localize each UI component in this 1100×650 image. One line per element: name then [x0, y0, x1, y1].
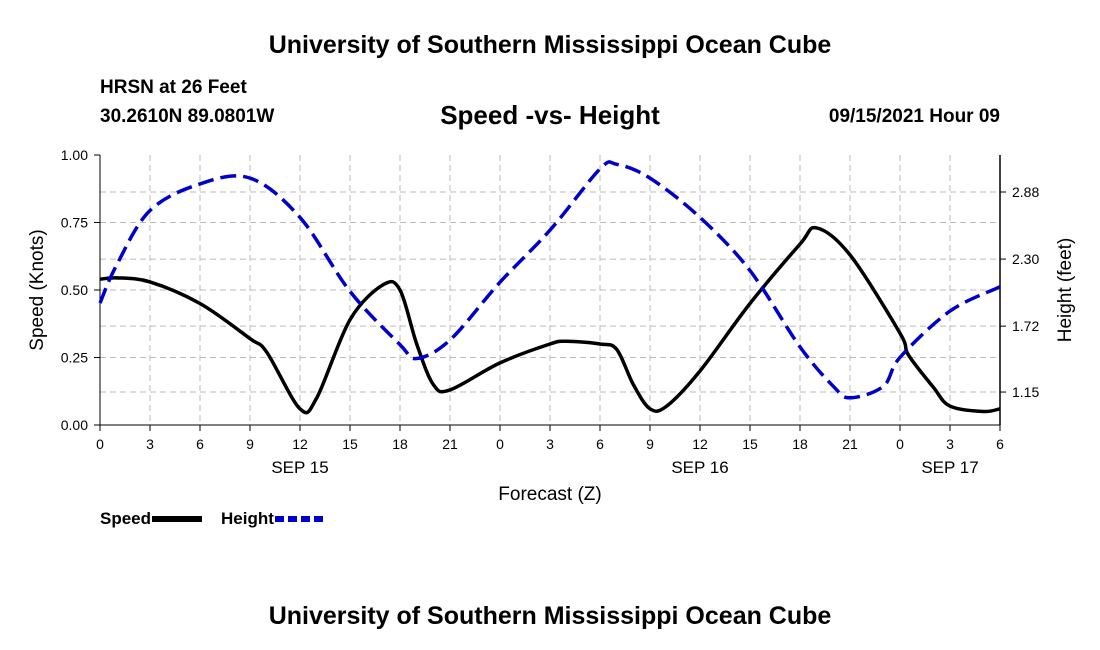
y-tick-label: 0.75 — [61, 215, 88, 231]
x-tick-label: 3 — [546, 436, 554, 452]
x-tick-label: 0 — [96, 436, 104, 452]
legend-height-swatch — [274, 516, 325, 522]
day-label: SEP 15 — [271, 458, 328, 477]
x-tick-label: 12 — [292, 436, 308, 452]
x-tick-label: 12 — [692, 436, 708, 452]
x-tick-label: 0 — [896, 436, 904, 452]
x-tick-label: 18 — [792, 436, 808, 452]
y2-tick-label: 1.15 — [1012, 384, 1039, 400]
x-tick-label: 9 — [646, 436, 654, 452]
y-axis-title: Speed (Knots) — [27, 229, 48, 350]
y2-axis-title: Height (feet) — [1055, 238, 1076, 343]
y-tick-label: 0.25 — [61, 350, 88, 366]
legend-speed-swatch — [152, 516, 203, 522]
day-label: SEP 17 — [921, 458, 978, 477]
x-tick-label: 6 — [596, 436, 604, 452]
x-axis-title: Forecast (Z) — [498, 484, 601, 505]
legend-height-label: Height — [221, 509, 274, 528]
height-series-line — [98, 160, 1001, 400]
speed-series-line — [99, 225, 1001, 415]
legend: Speed Height — [100, 509, 326, 529]
day-label: SEP 16 — [671, 458, 728, 477]
x-tick-label: 9 — [246, 436, 254, 452]
x-tick-label: 0 — [496, 436, 504, 452]
x-tick-label: 15 — [342, 436, 358, 452]
y2-tick-label: 1.72 — [1012, 318, 1039, 334]
speed-height-chart: 0 3 6 9 12 15 18 21 0 3 6 9 12 15 18 21 0 3 6 SEP 15 SEP 16 S… — [27, 147, 1076, 505]
legend-speed-label: Speed — [100, 509, 152, 528]
y2-tick-label: 2.88 — [1012, 184, 1039, 200]
x-tick-label: 3 — [146, 436, 154, 452]
x-tick-label: 21 — [842, 436, 858, 452]
chart-title: University of Southern Mississippi Ocean… — [268, 31, 832, 59]
footer-title: University of Southern Mississippi Ocean… — [268, 602, 832, 630]
x-tick-label: 15 — [742, 436, 758, 452]
x-tick-label: 21 — [442, 436, 458, 452]
coordinates-label: 30.2610N 89.0801W — [100, 106, 275, 127]
timestamp-label: 09/15/2021 Hour 09 — [828, 106, 1000, 127]
y2-tick-label: 2.30 — [1012, 251, 1039, 267]
y-tick-label: 0.50 — [61, 282, 88, 298]
y-tick-label: 0.00 — [61, 417, 88, 433]
y-tick-label: 1.00 — [61, 147, 88, 163]
station-label: HRSN at 26 Feet — [100, 77, 247, 98]
x-tick-label: 6 — [996, 436, 1004, 452]
x-tick-label: 18 — [392, 436, 408, 452]
x-tick-label: 6 — [196, 436, 204, 452]
x-tick-label: 3 — [946, 436, 954, 452]
chart-subtitle: Speed -vs- Height — [440, 100, 660, 130]
